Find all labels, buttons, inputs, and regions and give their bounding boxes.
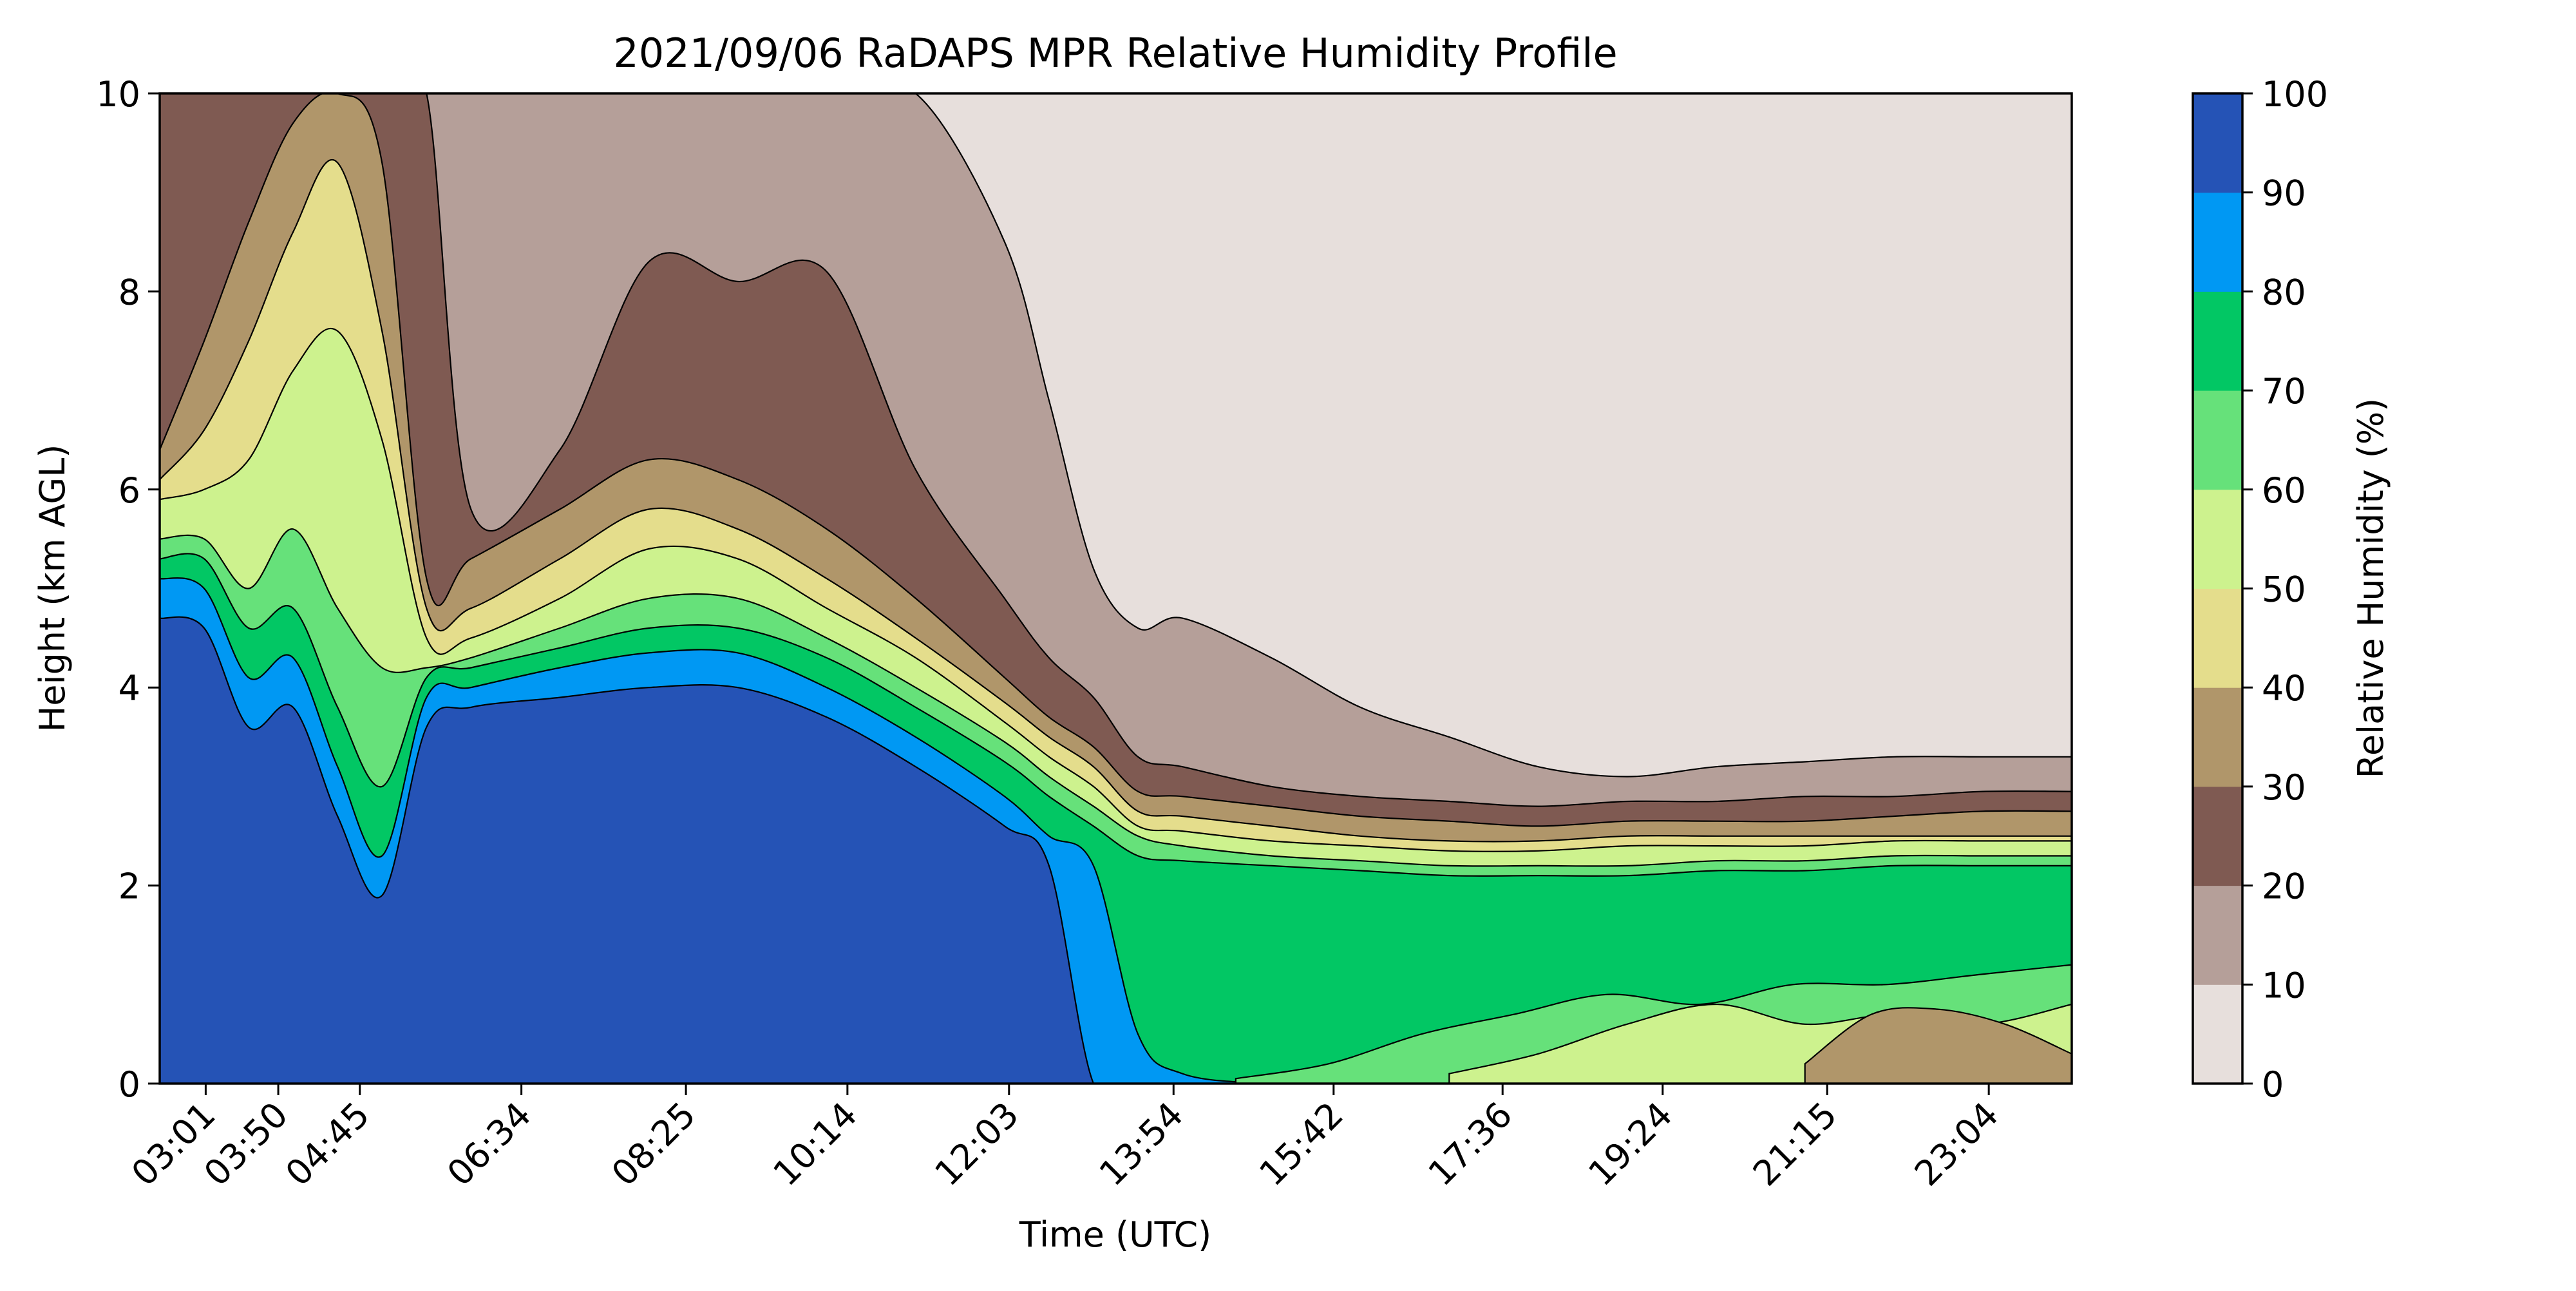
colorbar-tick-label: 70: [2262, 371, 2306, 412]
colorbar-tick-label: 0: [2262, 1064, 2284, 1105]
x-tick-label: 21:15: [1745, 1095, 1845, 1194]
x-tick-label: 04:45: [278, 1095, 377, 1194]
y-tick-label: 10: [96, 74, 140, 115]
x-tick-label: 03:01: [124, 1095, 223, 1194]
colorbar-segment: [2193, 984, 2242, 1084]
surface-patch-2: [1804, 1007, 2072, 1084]
x-tick-label: 08:25: [604, 1095, 704, 1194]
colorbar-tick-label: 50: [2262, 569, 2306, 610]
colorbar-tick-label: 90: [2262, 173, 2306, 214]
colorbar-segment: [2193, 291, 2242, 391]
x-tick-label: 17:36: [1421, 1095, 1520, 1194]
plot-frame: [158, 92, 2073, 1085]
colorbar-tick-label: 60: [2262, 470, 2306, 511]
y-axis-label: Height (km AGL): [32, 445, 73, 732]
x-tick-label: 15:42: [1251, 1095, 1351, 1194]
x-axis-label: Time (UTC): [1019, 1214, 1212, 1255]
colorbar-tick-label: 20: [2262, 866, 2306, 907]
colorbar-label: Relative Humidity (%): [2351, 398, 2391, 778]
colorbar-segment: [2193, 390, 2242, 490]
colorbar-segment: [2193, 786, 2242, 886]
chart-title: 2021/09/06 RaDAPS MPR Relative Humidity …: [613, 30, 1617, 77]
y-tick-label: 2: [118, 866, 140, 907]
colorbar-tick-label: 30: [2262, 767, 2306, 808]
y-axis: 0 2 4 6 8 10: [96, 74, 160, 1105]
x-tick-label: 06:34: [439, 1095, 539, 1194]
colorbar: 0 10 20 30 40 50 60 70 80 90 100: [2192, 74, 2328, 1105]
x-tick-label: 12:03: [927, 1095, 1027, 1194]
colorbar-tick-label: 100: [2262, 74, 2328, 115]
colorbar-segment: [2193, 588, 2242, 688]
y-tick-label: 0: [118, 1064, 140, 1105]
y-tick-label: 8: [118, 272, 140, 312]
surface-patches: [1235, 964, 2072, 1084]
contour-bands: [160, 93, 2072, 1084]
colorbar-segment: [2193, 687, 2242, 787]
x-tick-label: 13:54: [1092, 1095, 1191, 1194]
x-tick-label: 23:04: [1907, 1095, 2007, 1194]
colorbar-tick-label: 40: [2262, 668, 2306, 709]
y-tick-label: 4: [118, 668, 140, 709]
x-tick-label: 10:14: [765, 1095, 865, 1194]
colorbar-segment: [2193, 885, 2242, 985]
x-tick-label: 03:50: [196, 1095, 296, 1194]
colorbar-segment: [2193, 192, 2242, 292]
colorbar-segment: [2193, 489, 2242, 589]
colorbar-tick-label: 80: [2262, 272, 2306, 312]
colorbar-tick-label: 10: [2262, 965, 2306, 1006]
y-tick-label: 6: [118, 470, 140, 511]
x-tick-label: 19:24: [1580, 1095, 1680, 1194]
colorbar-segment: [2193, 93, 2242, 193]
